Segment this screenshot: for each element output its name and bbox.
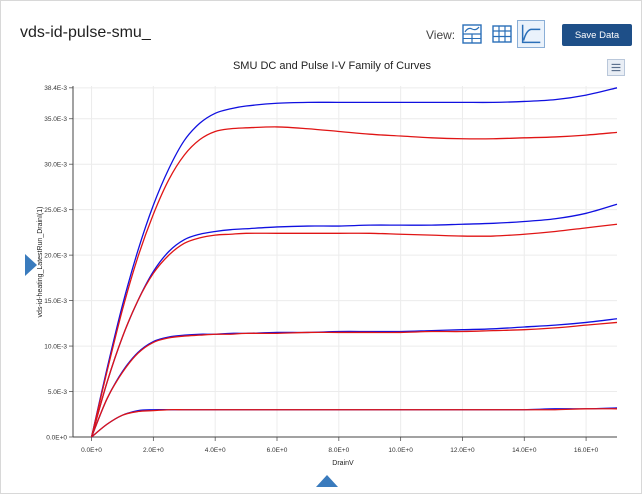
y-tick-label: 5.0E-3	[48, 389, 68, 396]
series-line-dc-0	[91, 407, 618, 438]
series-line-pulse-7	[90, 126, 618, 438]
view-chart-button[interactable]	[517, 20, 545, 48]
view-chart-table-button[interactable]	[458, 20, 486, 48]
series-line-dc-6	[90, 87, 618, 438]
series-line-pulse-5	[90, 223, 618, 438]
x-tick-label: 4.0E+0	[205, 447, 226, 454]
series-line-pulse-1	[91, 408, 618, 438]
x-tick-label: 14.0E+0	[512, 447, 537, 454]
view-table-button[interactable]	[488, 20, 516, 48]
x-tick-label: 2.0E+0	[143, 447, 164, 454]
chart-axes: 0.0E+0 2.0E+0 4.0E+0 6.0E+0 8.0E+0 10.0E+0 12.…	[44, 85, 617, 454]
y-tick-label: 0.0E+0	[46, 434, 67, 441]
series-line-dc-4	[90, 203, 618, 438]
y-tick-label: 15.0E-3	[44, 298, 67, 305]
save-data-button[interactable]: Save Data	[562, 24, 632, 46]
view-label: View:	[426, 28, 456, 42]
caret-up-icon	[316, 475, 338, 487]
chart-menu-button[interactable]	[607, 59, 625, 76]
x-tick-label: 10.0E+0	[388, 447, 413, 454]
chart-title: SMU DC and Pulse I-V Family of Curves	[233, 60, 432, 72]
x-tick-label: 12.0E+0	[450, 447, 475, 454]
chart-table-icon	[462, 24, 482, 44]
y-tick-label: 35.0E-3	[44, 116, 67, 123]
y-tick-label: 30.0E-3	[44, 162, 67, 169]
series-line-pulse-3	[90, 321, 618, 438]
x-tick-label: 8.0E+0	[328, 447, 349, 454]
collapse-left-arrow[interactable]	[25, 254, 37, 276]
x-tick-label: 6.0E+0	[267, 447, 288, 454]
table-icon	[492, 25, 512, 43]
x-tick-label: 16.0E+0	[574, 447, 599, 454]
hamburger-menu-icon	[611, 63, 621, 72]
collapse-bottom-arrow[interactable]	[316, 474, 338, 487]
y-tick-label: 38.4E-3	[44, 85, 67, 92]
page-title: vds-id-pulse-smu_	[20, 24, 151, 41]
y-tick-label: 25.0E-3	[44, 207, 67, 214]
x-axis-title: DrainV	[332, 460, 354, 467]
caret-right-icon	[25, 254, 37, 276]
x-tick-label: 0.0E+0	[81, 447, 102, 454]
series-line-dc-2	[90, 318, 618, 438]
y-tick-label: 20.0E-3	[44, 252, 67, 259]
y-axis-title: vds-id-heating_LatestRun_DrainI(1)	[37, 207, 44, 318]
y-tick-label: 10.0E-3	[44, 343, 67, 350]
chart-series	[90, 87, 618, 438]
chart-icon	[521, 24, 541, 44]
chart-grid	[73, 86, 617, 438]
